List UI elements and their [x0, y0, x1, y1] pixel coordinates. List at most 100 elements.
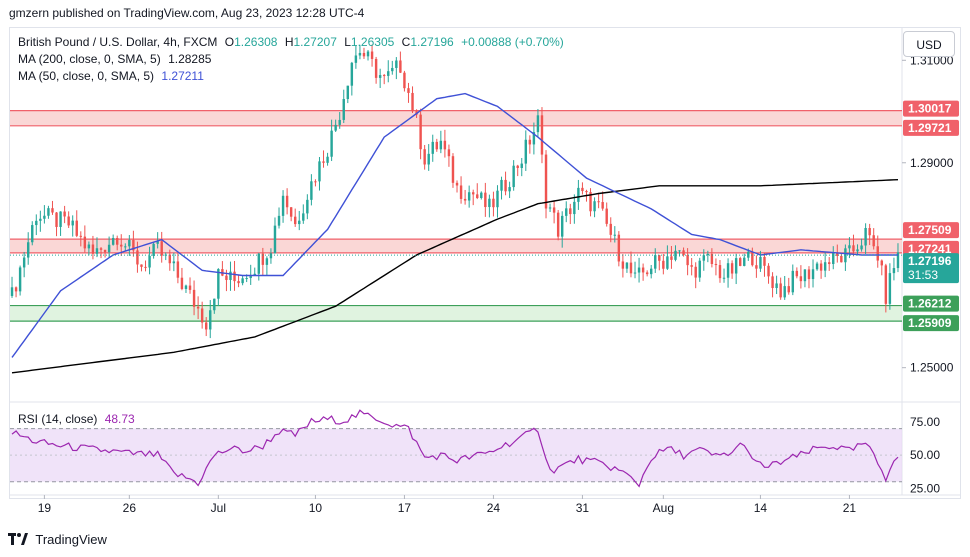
candle-body — [556, 212, 560, 237]
candle-body — [140, 264, 143, 267]
candle-body — [589, 192, 592, 212]
candle-body — [128, 239, 131, 247]
candle-body — [641, 267, 645, 273]
candle-body — [87, 244, 91, 249]
candle-body — [755, 265, 758, 269]
candle-body — [233, 271, 236, 282]
candle-body — [18, 267, 22, 292]
candle-body — [443, 140, 447, 150]
candle-body — [560, 215, 564, 237]
candle-body — [79, 235, 83, 237]
candle-body — [896, 252, 900, 269]
candle-body — [751, 251, 754, 266]
candle-body — [35, 220, 38, 226]
candle-body — [370, 51, 374, 59]
candle-body — [281, 195, 285, 216]
candle-body — [176, 261, 180, 278]
candle-body — [868, 228, 871, 236]
candle-body — [621, 261, 625, 269]
currency-button[interactable]: USD — [903, 31, 955, 57]
candle-body — [480, 192, 483, 199]
candle-body — [277, 215, 281, 226]
zone-resistance-0 — [10, 110, 902, 126]
symbol-legend: British Pound / U.S. Dollar, 4h, FXCM O1… — [18, 35, 564, 49]
candle-body — [702, 255, 706, 261]
candle-body — [378, 75, 382, 78]
candle-body — [492, 198, 495, 208]
candle-body — [51, 208, 54, 213]
candle-body — [358, 52, 362, 56]
ma50-value: 1.27211 — [161, 69, 204, 83]
candle-body — [815, 263, 819, 270]
candle-body — [431, 141, 434, 154]
candle-body — [779, 283, 782, 298]
candle-body — [738, 258, 742, 266]
candle-body — [366, 51, 370, 57]
publisher-bar: gmzern published on TradingView.com, Aug… — [0, 0, 970, 26]
candle-body — [314, 181, 317, 183]
candle-body — [111, 237, 115, 245]
candle-body — [39, 218, 42, 221]
candle-body — [512, 165, 515, 188]
candle-body — [892, 268, 896, 274]
tradingview-brand: TradingView — [8, 531, 107, 549]
zone-label-1-top: 1.30017 — [908, 102, 952, 116]
ma50-line — [11, 92, 898, 358]
candle-body — [836, 252, 839, 256]
candle-body — [67, 216, 70, 226]
zone-label-2-bottom: 1.27241 — [908, 242, 952, 256]
candle-body — [302, 213, 305, 221]
price-tick-label-1: 1.29000 — [910, 156, 954, 170]
candle-body — [569, 208, 572, 215]
candle-body — [152, 243, 155, 256]
candle-body — [540, 115, 544, 155]
candle-body — [338, 119, 341, 125]
time-tick-label-7: Aug — [653, 501, 674, 515]
zone-label-3-bottom-bg — [903, 315, 959, 332]
candle-body — [103, 249, 107, 253]
candle-body — [552, 207, 556, 213]
candle-body — [743, 257, 746, 266]
candle-body — [840, 255, 843, 263]
candle-body — [451, 156, 455, 183]
candle-body — [435, 141, 439, 150]
zone-label-2-top-bg — [903, 222, 959, 239]
candle-body — [516, 165, 519, 169]
candle-body — [148, 255, 151, 268]
candle-body — [710, 253, 714, 264]
candle-body — [310, 181, 313, 200]
zone-label-1-bottom-bg — [903, 119, 959, 136]
candle-body — [229, 271, 232, 280]
candle-body — [156, 241, 159, 244]
candle-body — [476, 194, 479, 199]
candle-body — [803, 269, 807, 282]
candle-body — [544, 154, 548, 209]
candle-body — [55, 212, 58, 227]
candle-body — [91, 244, 95, 254]
symbol-name: British Pound / U.S. Dollar, 4h, FXCM — [18, 35, 218, 49]
candle-body — [31, 225, 34, 243]
rsi-tick-label-0: 75.00 — [910, 415, 940, 429]
candle-body — [455, 182, 459, 186]
candle-body — [791, 270, 795, 293]
candle-body — [759, 256, 762, 269]
candle-body — [609, 223, 612, 235]
ma200-legend: MA (200, close, 0, SMA, 5) 1.28285 — [18, 51, 211, 67]
candle-body — [690, 265, 693, 267]
candle-body — [407, 88, 410, 93]
change-value: +0.00888 (+0.70%) — [461, 35, 564, 49]
ma200-value: 1.28285 — [168, 52, 212, 66]
candle-body — [787, 286, 790, 293]
candle-body — [484, 192, 487, 208]
candle-body — [876, 246, 879, 261]
rsi-tick-label-2: 25.00 — [910, 481, 940, 495]
time-tick-label-1: 26 — [123, 501, 137, 515]
candle-body — [326, 156, 329, 163]
zone-label-3-top-bg — [903, 295, 959, 312]
candle-body — [411, 92, 414, 112]
candle-body — [573, 201, 576, 215]
candle-body — [213, 298, 216, 311]
candle-body — [269, 253, 273, 259]
candle-body — [285, 195, 289, 208]
